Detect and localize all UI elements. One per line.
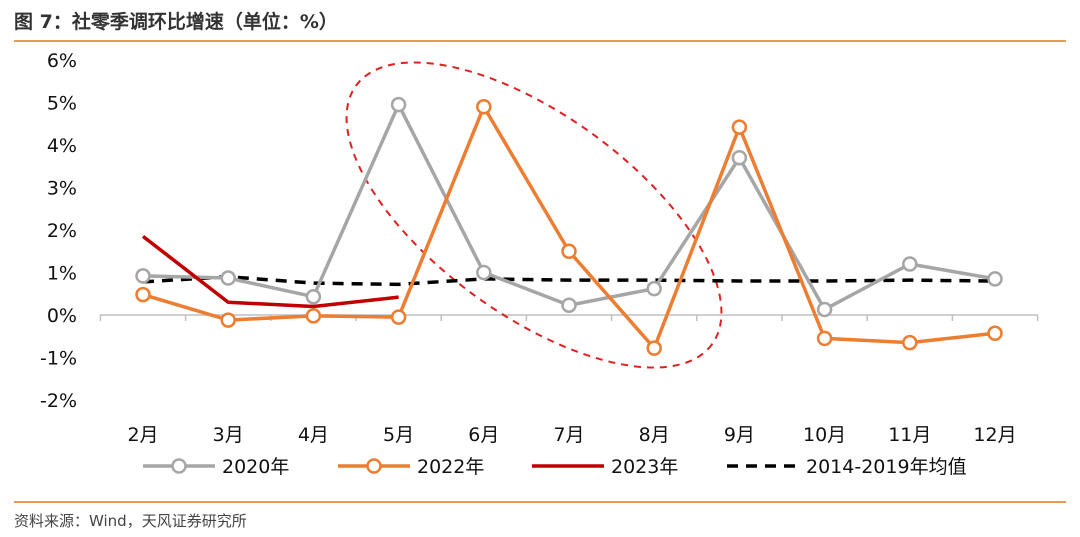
legend-item: 2014-2019年均值 (727, 456, 967, 478)
legend: 2020年 2022年 2023年 2014-2019年均值 (143, 456, 967, 478)
data-point (731, 150, 748, 166)
data-point (987, 325, 1003, 342)
data-point (305, 308, 322, 324)
series-layer (135, 96, 1003, 356)
data-point (816, 301, 833, 318)
legend-item: 2023年 (532, 456, 678, 478)
x-axis: 2月 3月 4月 5月 6月 7月 8月 9月 10月 11月 12月 (99, 314, 1039, 446)
x-tick-label: 12月 (973, 424, 1016, 446)
y-tick-label: 4% (47, 135, 77, 157)
series-2014-2019年均值 (142, 275, 996, 287)
data-point (220, 270, 236, 286)
y-tick-label: 0% (47, 305, 77, 327)
y-tick-label: -2% (40, 390, 77, 412)
data-point (476, 264, 492, 281)
x-tick-label: 7月 (553, 424, 584, 446)
footer-divider (14, 501, 1066, 503)
x-tick-label: 3月 (213, 424, 244, 446)
data-point (390, 309, 407, 325)
y-tick-label: -1% (40, 348, 77, 370)
legend-label: 2014-2019年均值 (806, 456, 967, 478)
data-point (476, 99, 492, 115)
data-point (731, 119, 748, 135)
series-2022年 (135, 99, 1003, 356)
data-point (561, 297, 577, 313)
source-note: 资料来源：Wind，天风证券研究所 (14, 512, 247, 530)
data-point (561, 243, 577, 259)
x-tick-label: 11月 (888, 424, 931, 446)
highlight-annotation (345, 61, 723, 369)
x-tick-label: 4月 (298, 424, 329, 446)
legend-label: 2023年 (611, 456, 678, 478)
legend-item: 2020年 (143, 456, 289, 478)
data-point (902, 256, 918, 272)
legend-marker (171, 458, 187, 474)
y-tick-label: 6% (47, 50, 77, 72)
legend-label: 2020年 (222, 456, 289, 478)
data-point (220, 312, 236, 328)
legend-item: 2022年 (338, 456, 484, 478)
x-tick-label: 2月 (127, 424, 158, 446)
series-2020年 (135, 96, 1003, 318)
legend-marker (366, 458, 382, 474)
y-tick-label: 3% (47, 178, 77, 200)
series-2023年 (141, 234, 399, 309)
x-tick-label: 9月 (724, 424, 755, 446)
data-point (987, 271, 1003, 287)
highlight-ellipse (345, 61, 723, 369)
data-point (135, 286, 151, 303)
data-point (135, 268, 151, 284)
series-line (142, 275, 996, 287)
data-point (816, 330, 833, 347)
y-tick-label: 2% (47, 220, 77, 242)
y-tick-label: 1% (47, 263, 77, 285)
y-axis: -2% -1% 0% 1% 2% 3% 4% 5% 6% (40, 50, 77, 412)
chart-title: 图 7：社零季调环比增速（单位：%） (14, 11, 338, 33)
legend-label: 2022年 (417, 456, 484, 478)
x-tick-label: 10月 (803, 424, 846, 446)
data-point (646, 340, 662, 356)
data-point (902, 334, 918, 351)
data-point (646, 280, 662, 297)
x-tick-label: 8月 (639, 424, 670, 446)
series-line (141, 234, 399, 309)
data-point (305, 288, 322, 305)
y-tick-label: 5% (47, 93, 77, 115)
x-tick-label: 6月 (468, 424, 499, 446)
line-chart: -2% -1% 0% 1% 2% 3% 4% 5% 6% 2月 3月 4月 5月 6月 7月 8月 9月 10月… (40, 50, 1039, 478)
data-point (390, 96, 407, 113)
x-tick-label: 5月 (383, 424, 414, 446)
title-divider (14, 40, 1066, 42)
